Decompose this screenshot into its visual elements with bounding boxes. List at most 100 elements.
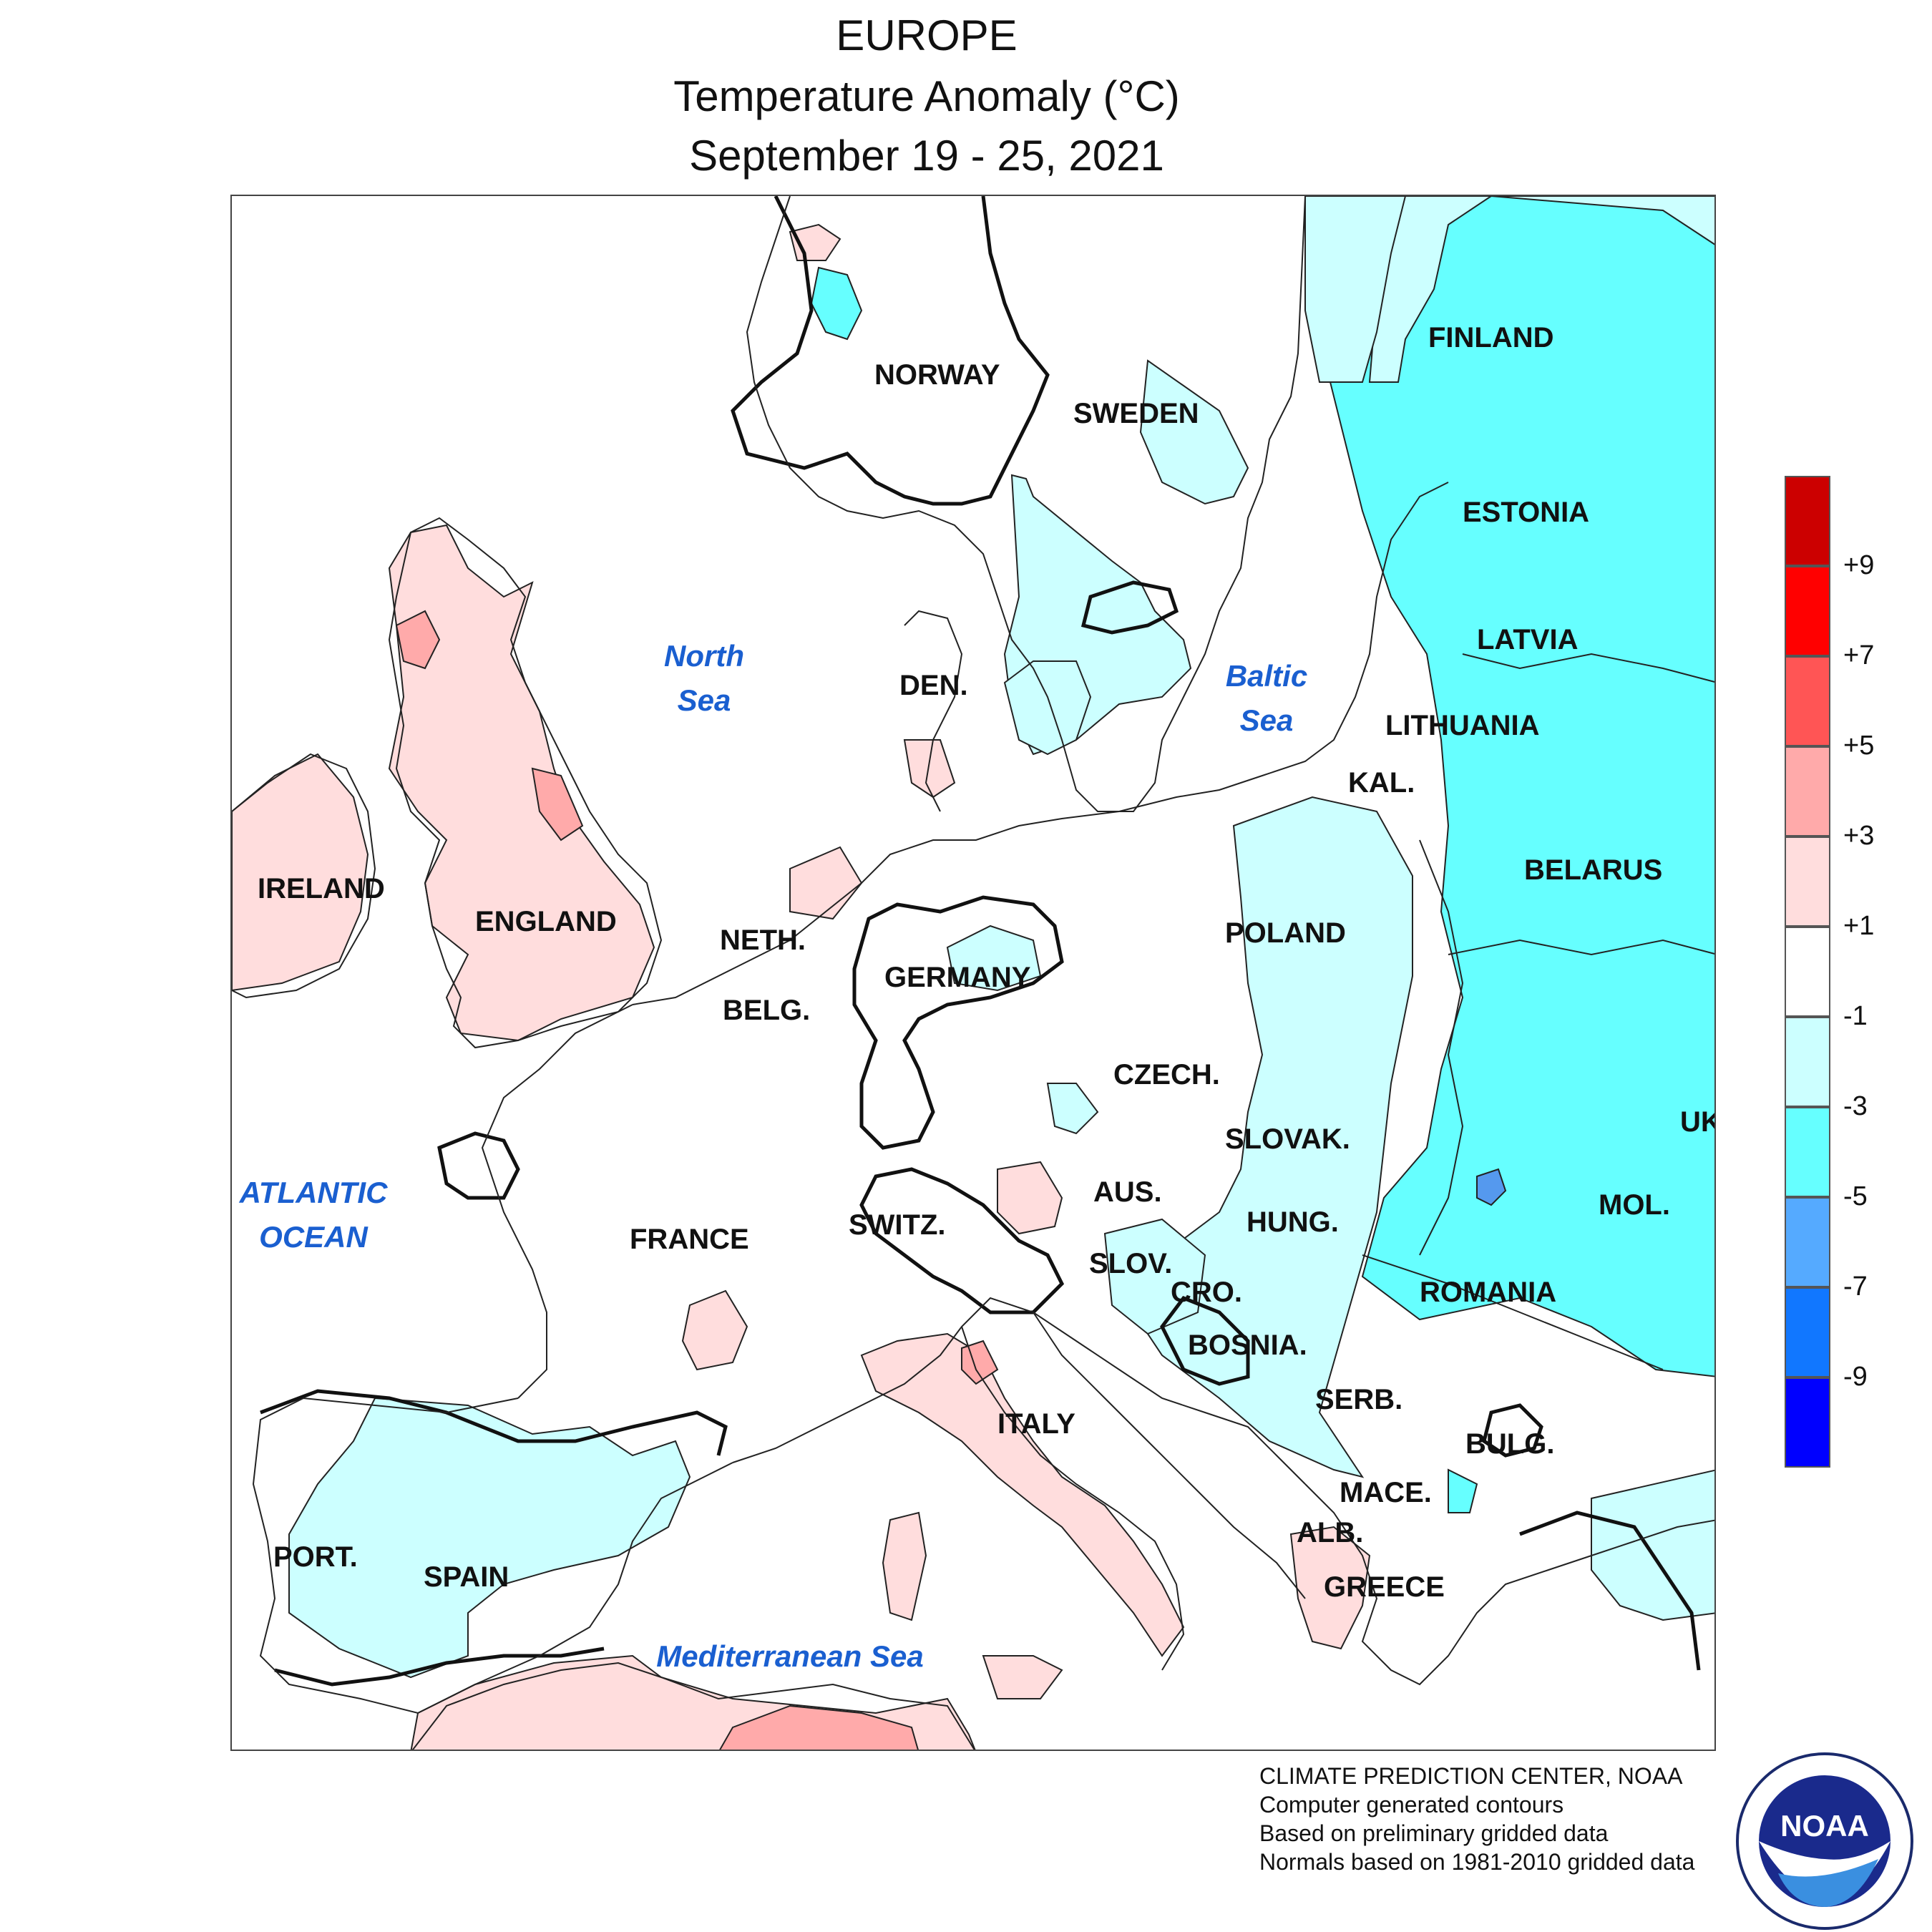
label-romania: ROMANIA [1420,1277,1557,1308]
label-italy: ITALY [997,1408,1075,1440]
sea-labels: North Sea Baltic Sea ATLANTIC OCEAN Medi… [232,196,1714,1750]
label-mace: MACE. [1340,1477,1432,1508]
coastlines [232,196,1714,1750]
baltic-sea-line-1: Baltic [1225,659,1308,693]
credits-block: CLIMATE PREDICTION CENTER, NOAA Computer… [1259,1762,1694,1876]
legend-box [1785,1017,1830,1107]
cool-area-sweden-small [1003,660,1092,756]
contour-norway [731,196,1050,506]
cool-area-spain [288,1397,691,1679]
label-czech: CZECH. [1113,1059,1220,1091]
coast-denmark [904,610,963,812]
credit-line-4: Normals based on 1981-2010 gridded data [1259,1849,1695,1875]
legend-box [1785,476,1830,566]
zero-contours [260,196,1701,1687]
warm-area-sardinia [882,1511,927,1621]
legend-tick: +5 [1843,731,1875,761]
label-slovak: SLOVAK. [1225,1123,1350,1155]
warm-area-ireland [232,753,369,992]
map-region-title: EUROPE [836,11,1018,59]
legend-tick: +3 [1843,821,1875,851]
label-estonia: ESTONIA [1463,497,1590,528]
label-serb: SERB. [1315,1384,1403,1415]
coast-continent-north [632,482,1449,1005]
legend-tick: +1 [1843,911,1875,941]
coast-great-britain [388,517,663,1049]
label-norway: NORWAY [874,359,1000,391]
cool-area-finland-lake [1304,196,1407,383]
label-england: ENGLAND [475,906,617,937]
warm-area-netherlands [789,846,863,920]
cool-area-northeast [1325,196,1714,1377]
legend-tick: +7 [1843,640,1875,670]
warm-area-sicily [982,1655,1063,1699]
label-spain: SPAIN [424,1561,509,1593]
warm-area-alps [997,1161,1063,1235]
label-bulg: BULG. [1465,1428,1555,1460]
label-sweden: SWEDEN [1073,398,1199,429]
coast-france-west [481,1004,633,1399]
label-latvia: LATVIA [1477,624,1579,655]
warm-area-france-spot [681,1289,748,1371]
contour-balkans [1160,1295,1250,1386]
coast-italy-boot [961,1326,1185,1671]
label-cro: CRO. [1171,1277,1242,1308]
atlantic-line-1: ATLANTIC [239,1176,388,1209]
legend-box [1785,1197,1830,1287]
legend-tick: -3 [1843,1091,1868,1121]
label-alb: ALB. [1297,1517,1364,1548]
label-aus: AUS. [1093,1176,1162,1208]
credit-line-1: CLIMATE PREDICTION CENTER, NOAA [1259,1763,1683,1789]
coast-scandinavia [746,196,1306,812]
legend-box [1785,566,1830,656]
coast-adriatic [1033,1312,1306,1599]
map-product-title: Temperature Anomaly (°C) [673,72,1180,120]
contour-sweden-loop [1080,580,1179,635]
contour-spain-south [274,1646,605,1687]
warm-area-denmark [903,739,956,799]
label-atlantic-ocean: ATLANTIC OCEAN [232,1171,399,1259]
border-east-4 [1362,1254,1664,1370]
credit-line-2: Computer generated contours [1259,1792,1564,1818]
border-east-2 [1462,653,1714,683]
north-sea-line-2: Sea [677,683,731,717]
noaa-logo: NOAA [1736,1752,1913,1930]
legend-box [1785,656,1830,746]
label-germany: GERMANY [884,962,1031,993]
contour-france-west [437,1131,520,1200]
legend-box [1785,836,1830,927]
label-greece: GREECE [1324,1571,1445,1603]
legend-tick: -7 [1843,1272,1868,1302]
border-east-1 [1419,839,1464,1256]
label-france: FRANCE [630,1224,749,1255]
label-den: DEN. [899,670,968,701]
label-port: PORT. [273,1541,358,1573]
legend-box [1785,927,1830,1017]
cool-anomaly-areas [288,196,1714,1679]
noaa-logo-text: NOAA [1780,1809,1869,1843]
label-baltic-sea: Baltic Sea [1195,654,1338,743]
anomaly-map: FINLAND NORWAY SWEDEN ESTONIA LATVIA LIT… [230,195,1716,1751]
label-mol: MOL. [1599,1189,1670,1221]
coast-greece [1304,1483,1714,1686]
label-mediterranean-sea: Mediterranean Sea [633,1634,947,1679]
label-belg: BELG. [723,995,811,1026]
warm-area-tunisia [719,1704,919,1750]
label-north-sea: North Sea [633,634,776,723]
warm-anomaly-areas [232,223,1371,1750]
warm-area-great-britain [388,524,655,1042]
cool-area-romania-core [1476,1168,1507,1206]
cool-area-czech-spot [1046,1083,1099,1135]
warm-area-scotland-core [395,610,441,670]
warm-area-greece [1289,1526,1371,1650]
contour-spain-north [260,1389,728,1456]
country-labels: FINLAND NORWAY SWEDEN ESTONIA LATVIA LIT… [232,196,1714,1750]
contour-greece-east [1519,1511,1701,1671]
coast-north-africa [411,1662,975,1750]
credit-line-3: Based on preliminary gridded data [1259,1820,1609,1846]
legend-tick: -5 [1843,1181,1868,1211]
legend-tick: +9 [1843,550,1875,580]
border-east-3 [1448,939,1714,956]
legend-tick: -1 [1843,1001,1868,1031]
legend-tick: -9 [1843,1362,1868,1392]
